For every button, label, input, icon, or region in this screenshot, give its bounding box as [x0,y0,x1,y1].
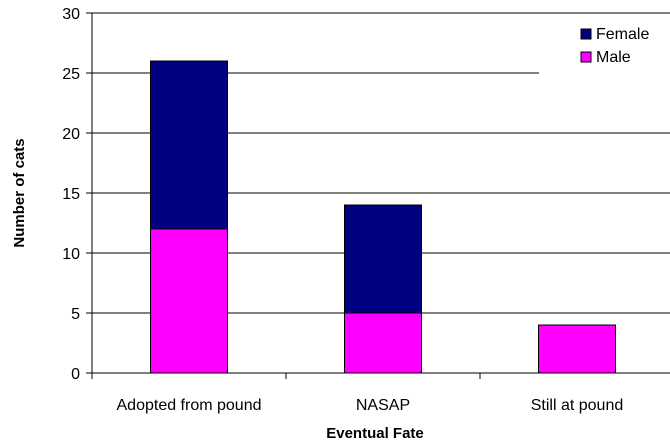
x-tick-label-2: Still at pound [531,397,624,414]
y-tick-label-25: 25 [62,66,80,83]
x-tick-label-0: Adopted from pound [117,397,262,414]
y-axis-title: Number of cats [11,138,28,247]
x-tick-labels: Adopted from pound NASAP Still at pound [117,397,624,414]
y-tick-labels: 0 5 10 15 20 25 30 [62,6,80,383]
y-tick-label-20: 20 [62,126,80,143]
legend: Female Male [539,20,670,82]
y-tick-label-10: 10 [62,246,80,263]
y-tick-label-5: 5 [71,306,80,323]
bar-male-2 [538,324,616,374]
legend-label-male: Male [596,49,631,66]
bars [150,60,616,374]
y-tick-label-30: 30 [62,6,80,23]
axes [86,12,670,379]
legend-swatch-female [580,28,592,40]
legend-label-female: Female [596,26,649,43]
bar-female-0 [150,60,228,230]
bar-female-1 [344,204,422,314]
legend-swatch-male [580,51,592,63]
x-tick-label-1: NASAP [356,397,410,414]
y-tick-label-15: 15 [62,186,80,203]
bar-male-0 [150,228,228,374]
x-axis-title: Eventual Fate [326,425,424,442]
legend-box [539,20,670,82]
bar-male-1 [344,312,422,374]
y-tick-label-0: 0 [71,366,80,383]
